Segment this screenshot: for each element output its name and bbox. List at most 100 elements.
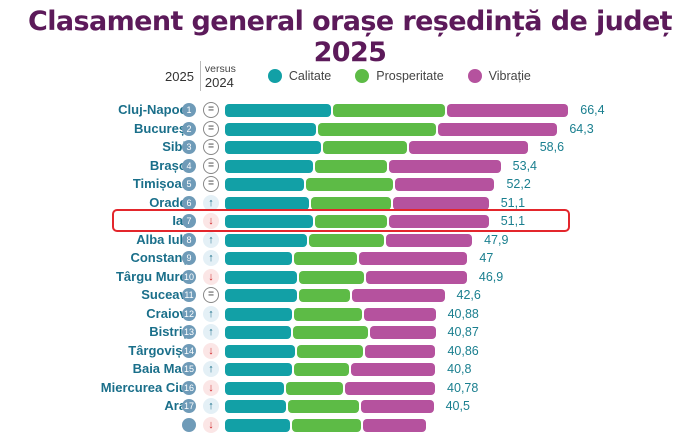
bar-segment-vibratie bbox=[364, 344, 436, 358]
city-label: Târgu Mureș bbox=[115, 268, 194, 284]
legend-versus-year: 2024 bbox=[204, 75, 234, 90]
bar-segment-calitate bbox=[225, 270, 297, 284]
equal-icon: = bbox=[203, 139, 219, 155]
city-label: Timișoara bbox=[132, 176, 194, 191]
legend-item-calitate: Calitate bbox=[267, 69, 331, 83]
rank-badge: 12 bbox=[182, 306, 196, 321]
rank-badge: 13 bbox=[182, 325, 196, 339]
legend-item-prosperitate: Prosperitate bbox=[355, 69, 444, 83]
total-value-label: 58,6 bbox=[539, 140, 565, 154]
bar-segment-calitate bbox=[225, 178, 305, 191]
rank-badge: 16 bbox=[182, 380, 196, 395]
total-value-label: 40,78 bbox=[447, 380, 479, 395]
bar-segment-prosperitate bbox=[286, 381, 343, 395]
bar-segment-calitate bbox=[225, 122, 317, 136]
bar-segment-vibratie bbox=[365, 270, 467, 284]
bar-segment-calitate bbox=[225, 363, 293, 376]
bar-segment-calitate bbox=[225, 252, 292, 265]
bar-segment-vibratie bbox=[361, 400, 434, 413]
total-value-label: 40,5 bbox=[445, 399, 470, 413]
rank-badge: 11 bbox=[182, 288, 196, 302]
bar-segment-vibratie bbox=[393, 196, 489, 210]
legend-item-vibratie: Vibrație bbox=[467, 69, 531, 83]
chart-row: Suceava 11 = 42,6 bbox=[0, 286, 700, 304]
rank-badge: 8 bbox=[182, 232, 196, 247]
rank-badge: 14 bbox=[182, 343, 196, 358]
total-value-label: 64,3 bbox=[569, 121, 594, 136]
bar-segment-calitate bbox=[225, 159, 313, 173]
bar-segment-vibratie bbox=[369, 326, 436, 339]
arrow-up-icon: ↑ bbox=[203, 305, 219, 322]
arrow-up-icon: ↑ bbox=[203, 194, 219, 211]
bar-segment-vibratie bbox=[358, 252, 468, 265]
bar-segment-prosperitate bbox=[323, 141, 408, 154]
chart-row: Bistrița 13 ↑ 40,87 bbox=[0, 323, 700, 341]
bar-segment-vibratie bbox=[394, 178, 495, 191]
chart-row: Sibiu 3 = 58,6 bbox=[0, 138, 700, 156]
equal-icon: = bbox=[203, 102, 219, 118]
rank-badge: 9 bbox=[182, 251, 196, 265]
bar-segment-vibratie bbox=[344, 381, 436, 395]
total-value-label: 40,87 bbox=[447, 325, 479, 339]
bar-segment-prosperitate bbox=[297, 344, 363, 358]
total-value-label: 47,9 bbox=[484, 232, 509, 247]
bar-segment-vibratie bbox=[363, 418, 426, 432]
rank-badge: 2 bbox=[182, 121, 196, 136]
legend-versus: versus 2024 bbox=[205, 63, 236, 89]
bar-segment-prosperitate bbox=[293, 326, 368, 339]
chart-row: Brașov 4 = 53,4 bbox=[0, 157, 700, 175]
bar-segment-vibratie bbox=[437, 122, 558, 136]
bar-segment-calitate bbox=[225, 104, 332, 117]
chart-row: Constanța 9 ↑ 47 bbox=[0, 249, 700, 267]
rank-badge: 7 bbox=[182, 214, 196, 228]
city-label: Constanța bbox=[130, 250, 194, 265]
chart-row: Târgoviște 14 ↓ 40,86 bbox=[0, 342, 700, 360]
bar-segment-prosperitate bbox=[306, 178, 393, 191]
chart-row: Alba Iulia 8 ↑ 47,9 bbox=[0, 231, 700, 249]
total-value-label: 66,4 bbox=[580, 103, 605, 117]
rank-badge: 4 bbox=[182, 158, 196, 173]
legend-versus-label: versus bbox=[204, 63, 236, 75]
chart-row: Cluj-Napoca 1 = 66,4 bbox=[0, 101, 700, 119]
bar-segment-prosperitate bbox=[299, 289, 350, 302]
city-label: Cluj-Napoca bbox=[118, 102, 194, 117]
bar-segment-vibratie bbox=[389, 215, 489, 228]
arrow-down-icon: ↓ bbox=[203, 379, 219, 396]
city-label: București bbox=[134, 120, 194, 136]
bar-segment-calitate bbox=[225, 344, 296, 358]
bar-segment-prosperitate bbox=[294, 363, 349, 376]
bar-segment-calitate bbox=[225, 418, 291, 432]
total-value-label: 42,6 bbox=[456, 288, 481, 302]
rank-badge: 6 bbox=[182, 195, 196, 210]
bar-segment-vibratie bbox=[388, 159, 501, 173]
legend-dot-prosperitate bbox=[355, 69, 370, 83]
arrow-up-icon: ↑ bbox=[203, 361, 219, 377]
arrow-up-icon: ↑ bbox=[203, 231, 219, 248]
legend-label-vibratie: Vibrație bbox=[488, 69, 531, 83]
chart-title: Clasament general orașe reședință de jud… bbox=[28, 6, 673, 68]
city-label: Baia Mare bbox=[132, 361, 194, 376]
bar-segment-prosperitate bbox=[293, 252, 357, 265]
chart-row: Iași7↓51,1 bbox=[0, 212, 700, 230]
bar-segment-calitate bbox=[225, 141, 322, 154]
rank-badge: 15 bbox=[182, 362, 196, 376]
total-value-label: 53,4 bbox=[512, 158, 538, 173]
legend-year-2025: 2025 bbox=[165, 68, 194, 84]
equal-icon: = bbox=[203, 157, 219, 174]
arrow-up-icon: ↑ bbox=[203, 250, 219, 266]
total-value-label: 40,8 bbox=[447, 362, 472, 376]
bar-segment-calitate bbox=[225, 196, 310, 210]
total-value-label: 47 bbox=[479, 251, 494, 265]
legend-dot-vibratie bbox=[467, 69, 482, 83]
legend-divider bbox=[199, 61, 201, 91]
total-value-label: 51,1 bbox=[500, 195, 526, 210]
bar-segment-prosperitate bbox=[314, 159, 387, 173]
legend-label-prosperitate: Prosperitate bbox=[376, 69, 444, 83]
bar-segment-prosperitate bbox=[308, 233, 384, 247]
arrow-up-icon: ↑ bbox=[203, 398, 219, 414]
city-label: Târgoviște bbox=[128, 342, 194, 358]
legend: 2025 versus 2024 Calitate Prosperitate V… bbox=[165, 58, 555, 94]
bar-segment-vibratie bbox=[364, 307, 436, 321]
chart-row: Timișoara 5 = 52,2 bbox=[0, 175, 700, 193]
total-value-label: 40,86 bbox=[447, 343, 479, 358]
